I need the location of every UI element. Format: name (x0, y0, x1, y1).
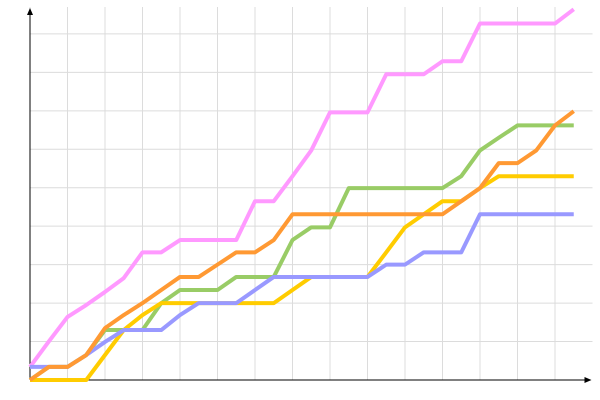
series-line (28, 7, 575, 369)
series-line (30, 212, 574, 369)
series-line (28, 109, 575, 382)
